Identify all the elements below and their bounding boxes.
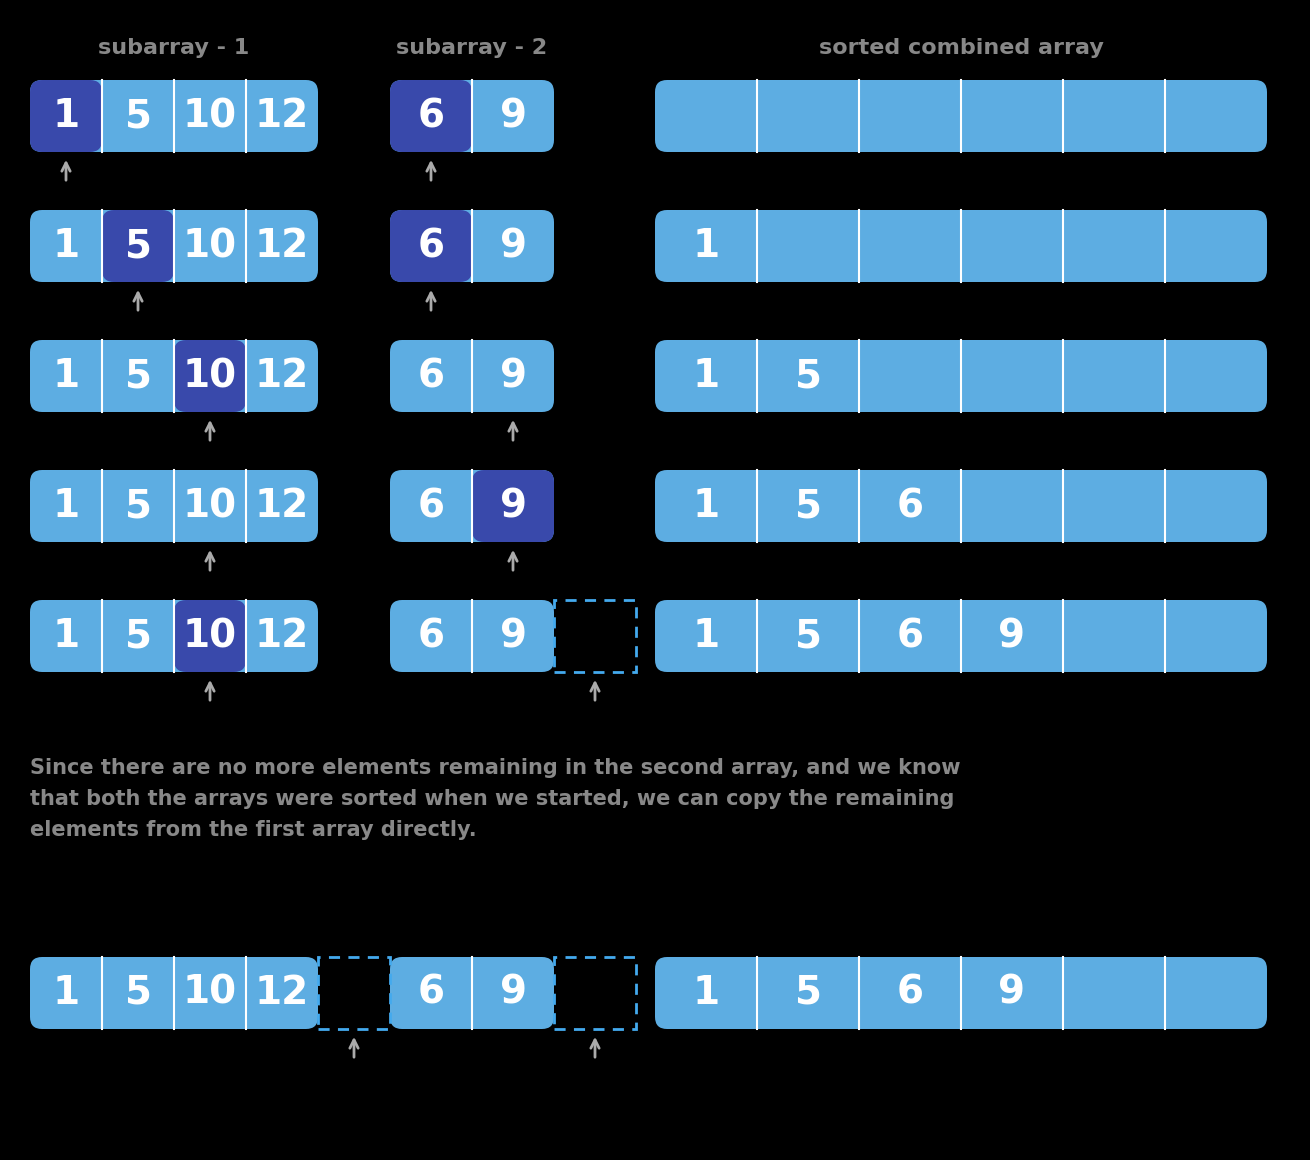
Text: 10: 10 <box>183 227 237 264</box>
Text: Since there are no more elements remaining in the second array, and we know
that: Since there are no more elements remaini… <box>30 757 960 840</box>
Text: 5: 5 <box>794 617 821 655</box>
Text: 1: 1 <box>693 974 719 1012</box>
FancyBboxPatch shape <box>472 470 554 542</box>
FancyBboxPatch shape <box>30 80 318 152</box>
Text: 1: 1 <box>52 617 80 655</box>
Text: 10: 10 <box>183 357 237 396</box>
Text: 12: 12 <box>255 487 309 525</box>
FancyBboxPatch shape <box>30 340 318 412</box>
Text: 6: 6 <box>896 487 924 525</box>
Text: 1: 1 <box>52 227 80 264</box>
Text: 5: 5 <box>124 974 152 1012</box>
FancyBboxPatch shape <box>174 340 246 412</box>
FancyBboxPatch shape <box>30 470 318 542</box>
Text: subarray - 1: subarray - 1 <box>98 38 250 58</box>
Text: sorted combined array: sorted combined array <box>819 38 1103 58</box>
FancyBboxPatch shape <box>655 957 1267 1029</box>
Text: 1: 1 <box>52 974 80 1012</box>
Text: 12: 12 <box>255 974 309 1012</box>
Text: 10: 10 <box>183 97 237 135</box>
Text: 5: 5 <box>794 487 821 525</box>
Text: 6: 6 <box>418 617 444 655</box>
Text: 1: 1 <box>693 227 719 264</box>
Text: 10: 10 <box>183 487 237 525</box>
Text: 6: 6 <box>896 617 924 655</box>
Text: 5: 5 <box>124 97 152 135</box>
FancyBboxPatch shape <box>30 210 318 282</box>
Text: 10: 10 <box>183 974 237 1012</box>
FancyBboxPatch shape <box>390 80 472 152</box>
Text: 12: 12 <box>255 617 309 655</box>
Text: 1: 1 <box>693 487 719 525</box>
Text: 10: 10 <box>183 617 237 655</box>
FancyBboxPatch shape <box>390 210 554 282</box>
Bar <box>318 957 390 1029</box>
FancyBboxPatch shape <box>655 470 1267 542</box>
Text: 6: 6 <box>418 487 444 525</box>
Bar <box>554 600 635 672</box>
Text: 12: 12 <box>255 357 309 396</box>
Text: 9: 9 <box>499 974 527 1012</box>
Text: 5: 5 <box>124 487 152 525</box>
FancyBboxPatch shape <box>390 957 554 1029</box>
FancyBboxPatch shape <box>30 80 102 152</box>
FancyBboxPatch shape <box>30 957 318 1029</box>
FancyBboxPatch shape <box>390 80 554 152</box>
Text: 12: 12 <box>255 97 309 135</box>
Text: subarray - 2: subarray - 2 <box>397 38 548 58</box>
FancyBboxPatch shape <box>174 600 246 672</box>
FancyBboxPatch shape <box>655 80 1267 152</box>
FancyBboxPatch shape <box>390 340 554 412</box>
Text: 5: 5 <box>124 617 152 655</box>
Text: 1: 1 <box>52 487 80 525</box>
FancyBboxPatch shape <box>390 600 554 672</box>
Text: 9: 9 <box>499 227 527 264</box>
Text: 9: 9 <box>499 97 527 135</box>
Text: 6: 6 <box>418 357 444 396</box>
Text: 5: 5 <box>124 357 152 396</box>
Text: 6: 6 <box>896 974 924 1012</box>
FancyBboxPatch shape <box>102 210 174 282</box>
Text: 5: 5 <box>794 974 821 1012</box>
Text: 9: 9 <box>499 487 527 525</box>
Bar <box>554 957 635 1029</box>
FancyBboxPatch shape <box>390 470 554 542</box>
FancyBboxPatch shape <box>655 340 1267 412</box>
Text: 9: 9 <box>998 974 1026 1012</box>
Text: 9: 9 <box>998 617 1026 655</box>
Text: 1: 1 <box>52 97 80 135</box>
Text: 5: 5 <box>124 227 152 264</box>
Text: 6: 6 <box>418 974 444 1012</box>
FancyBboxPatch shape <box>390 210 472 282</box>
Text: 12: 12 <box>255 227 309 264</box>
Text: 9: 9 <box>499 617 527 655</box>
Text: 1: 1 <box>693 357 719 396</box>
FancyBboxPatch shape <box>655 600 1267 672</box>
Text: 9: 9 <box>499 357 527 396</box>
Text: 6: 6 <box>418 227 444 264</box>
Text: 1: 1 <box>52 357 80 396</box>
Text: 1: 1 <box>693 617 719 655</box>
Text: 5: 5 <box>794 357 821 396</box>
FancyBboxPatch shape <box>30 600 318 672</box>
FancyBboxPatch shape <box>655 210 1267 282</box>
Text: 6: 6 <box>418 97 444 135</box>
